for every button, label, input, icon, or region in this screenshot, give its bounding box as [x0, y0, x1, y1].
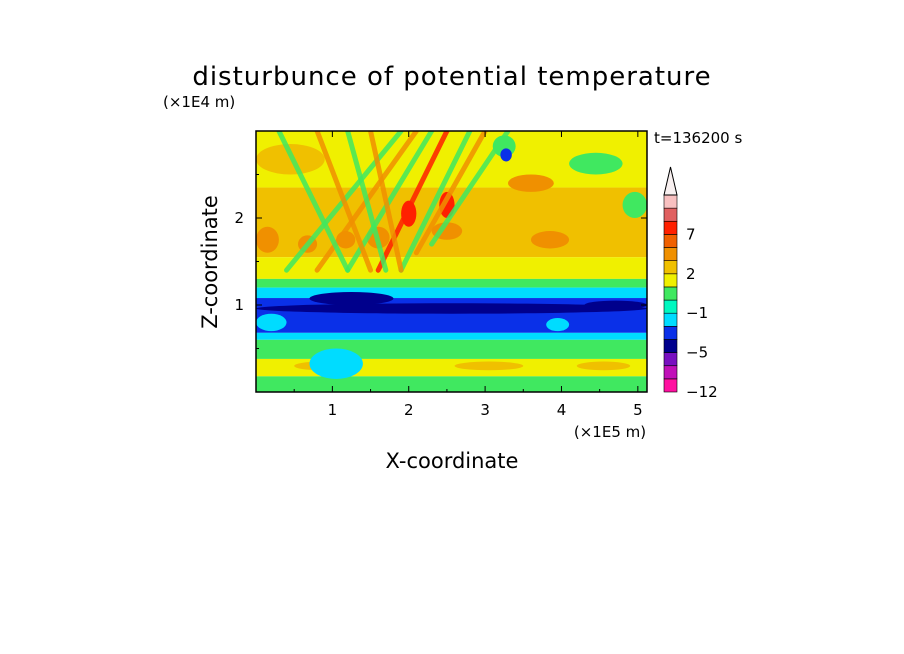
- colorbar-label: −1: [686, 304, 708, 322]
- y-axis-label: Z-coordinate: [198, 195, 222, 329]
- contour-band: [256, 278, 647, 288]
- colorbar-segment: [663, 312, 678, 327]
- wave-ray: [276, 131, 351, 273]
- contour-feature: [546, 318, 570, 332]
- contour-feature: [309, 348, 363, 379]
- x-tick-label: 2: [404, 401, 414, 419]
- wave-ray: [413, 131, 488, 256]
- colorbar-segment: [663, 352, 678, 367]
- contour-feature: [256, 313, 287, 332]
- x-tick-label: 3: [480, 401, 490, 419]
- colorbar: −12−5−127: [663, 166, 718, 401]
- colorbar-segment: [663, 378, 678, 393]
- colorbar-segment: [663, 273, 678, 288]
- y-axis-ticks: 12: [234, 174, 647, 349]
- contour-feature: [508, 174, 554, 192]
- colorbar-segment: [663, 207, 678, 222]
- wave-ray: [368, 131, 404, 273]
- colorbar-label: −12: [686, 383, 718, 401]
- contour-feature: [500, 148, 512, 162]
- x-tick-label: 4: [557, 401, 567, 419]
- contour-feature: [309, 291, 394, 305]
- colorbar-segment: [663, 299, 678, 314]
- chart-title: disturbunce of potential temperature: [192, 62, 711, 92]
- contour-feature: [256, 344, 647, 353]
- y-tick-label: 1: [234, 296, 244, 314]
- colorbar-segment: [663, 260, 678, 275]
- x-tick-label: 5: [633, 401, 643, 419]
- contour-plot-area: [256, 131, 647, 392]
- contour-feature: [256, 303, 647, 314]
- x-tick-label: 1: [328, 401, 338, 419]
- y-tick-label: 2: [234, 209, 244, 227]
- y-axis-unit: (×1E4 m): [163, 93, 235, 111]
- colorbar-label: 7: [686, 225, 696, 243]
- colorbar-segment: [663, 339, 678, 353]
- contour-band: [256, 287, 647, 299]
- wave-ray: [429, 131, 511, 247]
- wave-ray: [345, 131, 389, 273]
- contour-feature: [530, 231, 570, 249]
- contour-band: [256, 332, 647, 340]
- colorbar-extend-arrow: [663, 166, 678, 196]
- colorbar-segment: [663, 247, 678, 261]
- x-axis-label: X-coordinate: [386, 449, 519, 473]
- wave-ray: [314, 131, 374, 273]
- contour-feature: [569, 152, 623, 175]
- colorbar-segment: [663, 365, 678, 380]
- contour-feature: [622, 191, 647, 218]
- wave-ray: [398, 131, 473, 273]
- contour-feature: [256, 226, 279, 253]
- contour-feature: [454, 361, 524, 371]
- x-axis-ticks: 1 2 3 4 5: [293, 131, 643, 419]
- colorbar-segment: [663, 286, 678, 301]
- colorbar-segment: [663, 326, 678, 340]
- colorbar-segment: [663, 234, 678, 248]
- x-axis-unit: (×1E5 m): [574, 423, 646, 441]
- wave-ray: [375, 131, 450, 273]
- colorbar-segment: [663, 220, 678, 235]
- colorbar-label: −5: [686, 344, 708, 362]
- time-label: t=136200 s: [654, 129, 742, 147]
- colorbar-label: 2: [686, 265, 696, 283]
- contour-feature: [584, 300, 647, 310]
- contour-band: [256, 257, 647, 279]
- contour-band: [256, 376, 647, 392]
- colorbar-segment: [663, 194, 678, 209]
- contour-feature: [576, 361, 631, 371]
